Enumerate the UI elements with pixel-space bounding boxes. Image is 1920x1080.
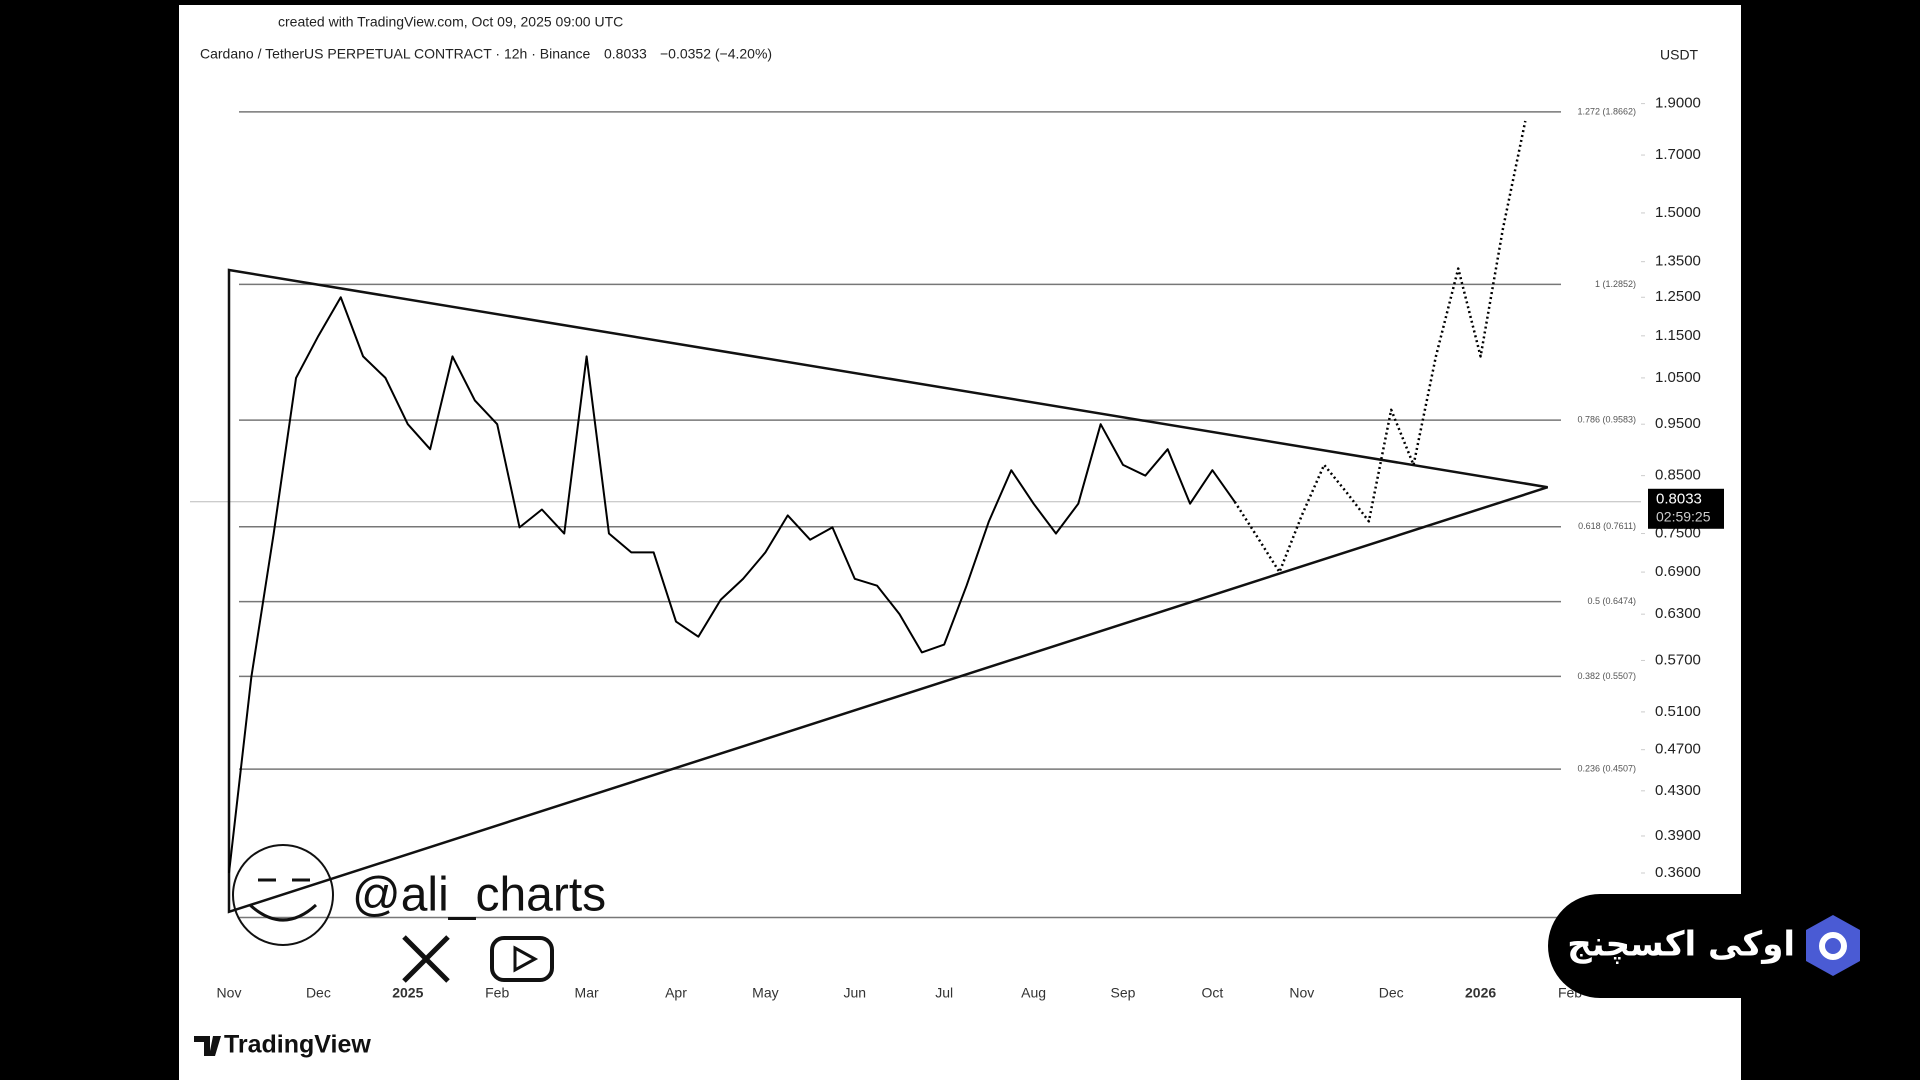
overlay-text: اوکی اکسچنج xyxy=(1567,925,1795,965)
x-tick-label: Nov xyxy=(217,985,242,1001)
chart-card xyxy=(179,5,1741,1080)
x-tick-label: Jun xyxy=(844,985,867,1001)
fib-label: 0.236 (0.4507) xyxy=(1577,763,1636,773)
x-tick-label: May xyxy=(752,985,778,1001)
y-tick-label: 1.5000 xyxy=(1655,204,1701,221)
avatar xyxy=(232,844,334,946)
y-tick-label: 1.0500 xyxy=(1655,369,1701,386)
logo-mark xyxy=(194,1036,221,1056)
logo: TradingView xyxy=(224,1031,371,1059)
x-tick-label: Sep xyxy=(1111,985,1136,1001)
x-tick-label: Dec xyxy=(1379,985,1404,1001)
currency: USDT xyxy=(1660,47,1699,63)
plot: 1.272 (1.8662) 1 (1.2852) 0.786 (0.9583) 0.… xyxy=(190,95,1724,1001)
chart-title: Cardano / TetherUS PERPETUAL CONTRACT · … xyxy=(200,46,591,62)
y-tick-label: 0.9500 xyxy=(1655,415,1701,432)
youtube-play xyxy=(513,945,539,973)
y-tick-label: 1.3500 xyxy=(1655,253,1701,270)
fib-label: 1 (1.2852) xyxy=(1595,279,1636,289)
x-icon xyxy=(402,935,450,983)
y-tick-label: 0.4700 xyxy=(1655,741,1701,758)
fib-label: 0.5 (0.6474) xyxy=(1587,596,1636,606)
triangle xyxy=(227,268,1549,914)
avatar-face xyxy=(248,878,318,922)
y-tick-label: 1.1500 xyxy=(1655,327,1701,344)
y-tick-label: 0.4300 xyxy=(1655,782,1701,799)
x-tick-label: 2025 xyxy=(392,985,423,1001)
x-tick-label: Nov xyxy=(1289,985,1314,1001)
x-tick-label: Apr xyxy=(665,985,687,1001)
youtube-icon xyxy=(490,936,554,982)
x-tick-label: Jul xyxy=(935,985,953,1001)
x-tick-label: Feb xyxy=(485,985,509,1001)
x-tick-label: 2026 xyxy=(1465,985,1496,1001)
x-tick-label: Dec xyxy=(306,985,331,1001)
x-tick-label: Aug xyxy=(1021,985,1046,1001)
overlay-logo-ring xyxy=(1819,932,1847,960)
created-note: created with TradingView.com, Oct 09, 20… xyxy=(278,14,623,30)
y-tick-label: 0.3600 xyxy=(1655,864,1701,881)
y-tick-label: 0.8500 xyxy=(1655,467,1701,484)
y-tick-label: 0.3900 xyxy=(1655,827,1701,844)
x-tick-label: Oct xyxy=(1202,985,1224,1001)
fib-label: 0.618 (0.7611) xyxy=(1578,521,1636,531)
countdown: 02:59:25 xyxy=(1656,508,1711,524)
header-price: 0.8033 xyxy=(604,46,647,62)
y-tick-label: 0.6300 xyxy=(1655,605,1701,622)
fib-label: 1.272 (1.8662) xyxy=(1577,106,1636,116)
y-tick-label: 0.6900 xyxy=(1655,563,1701,580)
y-tick-label: 1.7000 xyxy=(1655,146,1701,163)
y-tick-label: 1.2500 xyxy=(1655,288,1701,305)
fib-label: 0.786 (0.9583) xyxy=(1577,415,1636,425)
last-price-label: 0.8033 xyxy=(1656,491,1702,508)
watermark-handle: @ali_charts xyxy=(352,869,606,922)
y-tick-label: 0.5100 xyxy=(1655,703,1701,720)
overlay-logo xyxy=(1806,915,1860,976)
x-tick-label: Mar xyxy=(575,985,599,1001)
fib-label: 0.382 (0.5507) xyxy=(1577,671,1636,681)
watermark: @ali_charts xyxy=(232,844,606,983)
header-change: −0.0352 (−4.20%) xyxy=(660,46,772,62)
price-line xyxy=(228,296,1236,874)
y-tick-label: 0.5700 xyxy=(1655,651,1701,668)
price-line xyxy=(1233,120,1527,574)
last-price-box xyxy=(1648,488,1724,529)
y-tick-label: 1.9000 xyxy=(1655,95,1701,112)
